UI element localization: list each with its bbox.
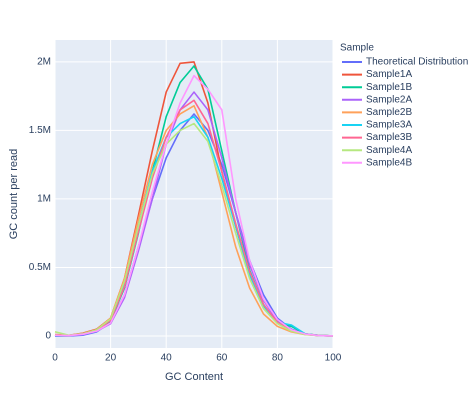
x-axis-title: GC Content xyxy=(165,371,223,383)
y-tick-label: 1M xyxy=(37,194,51,205)
y-tick-label: 0 xyxy=(45,331,51,342)
x-tick-label: 20 xyxy=(105,353,117,364)
legend-label: Sample2A xyxy=(366,94,412,105)
legend-label: Sample4A xyxy=(366,145,412,156)
y-tick-label: 2M xyxy=(37,57,51,68)
x-tick-label: 80 xyxy=(272,353,284,364)
legend-label: Sample1B xyxy=(366,82,412,93)
y-tick-label: 0.5M xyxy=(29,262,51,273)
legend-label: Sample4B xyxy=(366,157,412,168)
x-tick-label: 60 xyxy=(216,353,228,364)
legend-title: Sample xyxy=(340,43,374,54)
x-tick-label: 40 xyxy=(161,353,173,364)
y-axis-title: GC count per read xyxy=(8,149,20,240)
y-tick-label: 1.5M xyxy=(29,125,51,136)
legend-label: Sample3A xyxy=(366,120,412,131)
legend-label: Sample3B xyxy=(366,132,412,143)
series-line xyxy=(54,74,334,337)
x-tick-label: 100 xyxy=(325,353,342,364)
legend-label: Theoretical Distribution xyxy=(366,57,468,68)
series-line xyxy=(54,122,334,337)
legend-label: Sample1A xyxy=(366,69,412,80)
legend-label: Sample2B xyxy=(366,107,412,118)
x-tick-label: 0 xyxy=(52,353,58,364)
plot-area xyxy=(55,40,333,348)
